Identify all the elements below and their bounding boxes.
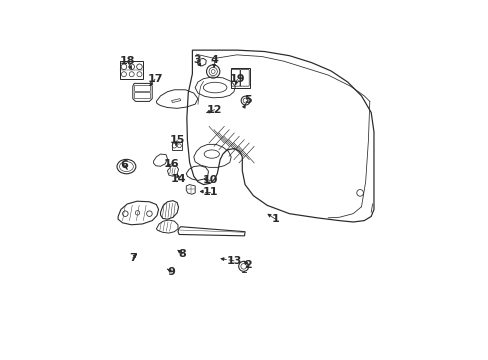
Text: 19: 19 (229, 74, 244, 84)
Text: 16: 16 (163, 159, 179, 169)
Text: 14: 14 (170, 174, 186, 184)
Text: 13: 13 (226, 256, 241, 266)
Text: 12: 12 (206, 105, 222, 115)
Text: 18: 18 (119, 56, 135, 66)
Text: 15: 15 (169, 135, 184, 145)
Text: 9: 9 (167, 267, 175, 277)
Text: 6: 6 (121, 160, 128, 170)
Text: 4: 4 (210, 55, 218, 66)
Text: 3: 3 (193, 55, 201, 66)
Text: 5: 5 (244, 95, 251, 105)
Text: 17: 17 (147, 74, 163, 84)
Text: 7: 7 (129, 253, 137, 263)
Text: 10: 10 (203, 175, 218, 185)
Text: 1: 1 (271, 214, 279, 224)
Text: 8: 8 (179, 249, 186, 259)
Text: 2: 2 (244, 260, 251, 270)
Text: 11: 11 (202, 186, 218, 197)
